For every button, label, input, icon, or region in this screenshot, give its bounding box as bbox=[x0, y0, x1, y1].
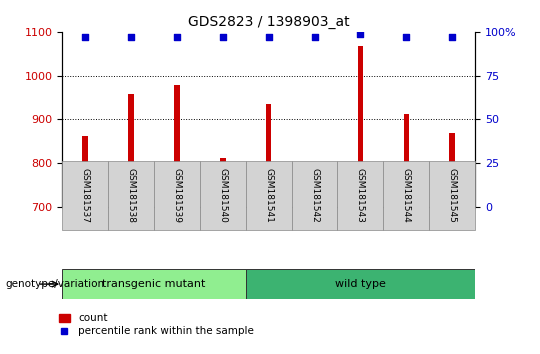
Point bbox=[81, 34, 90, 40]
Bar bbox=[220, 158, 226, 207]
Bar bbox=[62, 269, 246, 299]
Text: GSM181539: GSM181539 bbox=[172, 168, 181, 223]
Point bbox=[218, 34, 227, 40]
Text: GSM181540: GSM181540 bbox=[218, 168, 227, 223]
Bar bbox=[128, 94, 134, 207]
Text: genotype/variation: genotype/variation bbox=[5, 279, 105, 289]
Bar bbox=[338, 161, 383, 230]
Point bbox=[310, 34, 319, 40]
Bar bbox=[383, 161, 429, 230]
Title: GDS2823 / 1398903_at: GDS2823 / 1398903_at bbox=[188, 16, 349, 29]
Bar bbox=[292, 161, 338, 230]
Bar bbox=[108, 161, 154, 230]
Bar bbox=[82, 136, 88, 207]
Text: GSM181545: GSM181545 bbox=[448, 168, 457, 223]
Text: GSM181544: GSM181544 bbox=[402, 168, 411, 223]
Text: wild type: wild type bbox=[335, 279, 386, 289]
Point bbox=[126, 34, 135, 40]
Bar bbox=[312, 171, 318, 207]
Text: GSM181542: GSM181542 bbox=[310, 168, 319, 223]
Bar bbox=[62, 161, 108, 230]
Point bbox=[172, 34, 181, 40]
Text: GSM181543: GSM181543 bbox=[356, 168, 365, 223]
Bar bbox=[403, 114, 409, 207]
Bar bbox=[246, 161, 292, 230]
Bar bbox=[154, 161, 200, 230]
Bar bbox=[429, 161, 475, 230]
Point bbox=[448, 34, 456, 40]
Bar bbox=[449, 133, 455, 207]
Legend: count, percentile rank within the sample: count, percentile rank within the sample bbox=[59, 313, 254, 336]
Point bbox=[356, 31, 365, 36]
Bar bbox=[174, 85, 180, 207]
Bar bbox=[246, 269, 475, 299]
Text: GSM181538: GSM181538 bbox=[126, 168, 136, 223]
Point bbox=[402, 34, 410, 40]
Bar bbox=[357, 46, 363, 207]
Text: GSM181541: GSM181541 bbox=[264, 168, 273, 223]
Text: transgenic mutant: transgenic mutant bbox=[102, 279, 206, 289]
Bar bbox=[200, 161, 246, 230]
Text: GSM181537: GSM181537 bbox=[80, 168, 90, 223]
Bar bbox=[266, 104, 272, 207]
Point bbox=[265, 34, 273, 40]
